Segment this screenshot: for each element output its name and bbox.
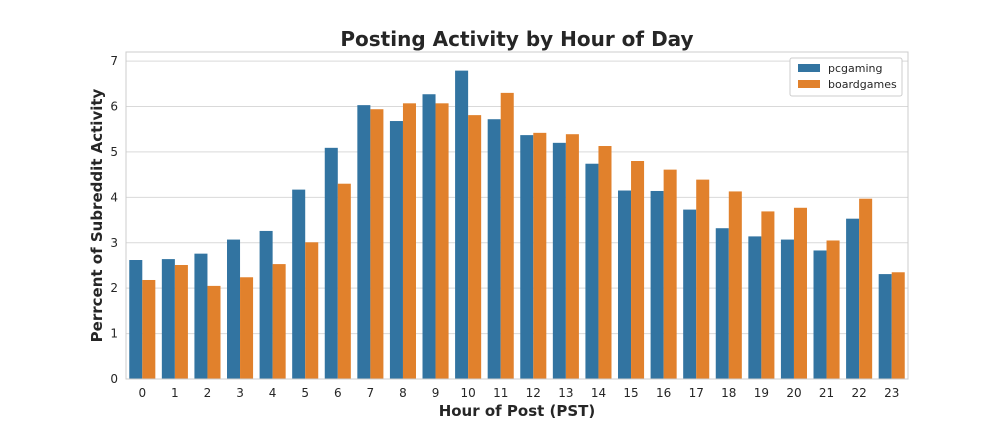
x-tick-label: 2 bbox=[204, 386, 212, 400]
bar-pcgaming bbox=[618, 190, 632, 379]
x-tick-label: 4 bbox=[269, 386, 277, 400]
bar-pcgaming bbox=[878, 274, 892, 379]
x-ticks: 0 1 2 3 4 5 6 7 8 9 10 11 12 13 14 15 16 17 18 19 20 21 22 23 bbox=[138, 386, 899, 400]
y-tick-label: 6 bbox=[110, 100, 118, 114]
bar-boardgames bbox=[631, 161, 645, 379]
x-tick-label: 8 bbox=[399, 386, 407, 400]
bar-pcgaming bbox=[227, 239, 241, 379]
x-tick-label: 13 bbox=[558, 386, 573, 400]
x-tick-label: 17 bbox=[689, 386, 704, 400]
x-tick-label: 21 bbox=[819, 386, 834, 400]
x-tick-label: 3 bbox=[236, 386, 244, 400]
bar-boardgames bbox=[793, 207, 807, 379]
chart-title: Posting Activity by Hour of Day bbox=[340, 27, 693, 51]
y-tick-label: 2 bbox=[110, 281, 118, 295]
legend-swatch bbox=[798, 80, 820, 88]
x-tick-label: 6 bbox=[334, 386, 342, 400]
bar-pcgaming bbox=[129, 260, 143, 379]
legend-label: pcgaming bbox=[828, 62, 882, 75]
bar-boardgames bbox=[598, 146, 612, 379]
x-axis-label: Hour of Post (PST) bbox=[439, 402, 596, 420]
y-tick-label: 0 bbox=[110, 372, 118, 386]
bar-pcgaming bbox=[487, 119, 501, 379]
y-ticks: 0 1 2 3 4 5 6 7 bbox=[110, 54, 118, 386]
bar-boardgames bbox=[468, 115, 482, 380]
bar-boardgames bbox=[402, 103, 416, 379]
y-tick-label: 3 bbox=[110, 236, 118, 250]
bar-pcgaming bbox=[259, 230, 273, 379]
bar-pcgaming bbox=[357, 105, 371, 379]
bar-boardgames bbox=[761, 211, 775, 379]
bar-boardgames bbox=[272, 264, 286, 379]
bar-boardgames bbox=[728, 191, 742, 379]
bar-pcgaming bbox=[455, 70, 469, 379]
bar-boardgames bbox=[435, 103, 449, 379]
bar-pcgaming bbox=[292, 189, 306, 379]
bar-boardgames bbox=[240, 277, 254, 379]
bar-boardgames bbox=[337, 183, 351, 379]
bar-pcgaming bbox=[748, 236, 762, 379]
bar-boardgames bbox=[207, 285, 221, 379]
bar-boardgames bbox=[891, 272, 905, 379]
bars bbox=[129, 70, 905, 380]
bar-boardgames bbox=[826, 240, 840, 379]
legend-swatch bbox=[798, 64, 820, 72]
y-tick-label: 5 bbox=[110, 145, 118, 159]
bar-pcgaming bbox=[715, 228, 729, 379]
x-tick-label: 23 bbox=[884, 386, 899, 400]
y-tick-label: 7 bbox=[110, 54, 118, 68]
x-tick-label: 20 bbox=[786, 386, 801, 400]
bar-pcgaming bbox=[813, 250, 827, 379]
grid bbox=[126, 60, 908, 380]
bar-pcgaming bbox=[520, 135, 534, 379]
bar-pcgaming bbox=[846, 218, 860, 379]
bar-boardgames bbox=[533, 132, 547, 379]
x-tick-label: 9 bbox=[432, 386, 440, 400]
legend-label: boardgames bbox=[828, 78, 897, 91]
bar-boardgames bbox=[370, 109, 384, 379]
bar-boardgames bbox=[663, 169, 677, 379]
x-tick-label: 22 bbox=[851, 386, 866, 400]
x-tick-label: 16 bbox=[656, 386, 671, 400]
bar-boardgames bbox=[565, 134, 579, 379]
y-axis-label: Perrcent of Subreddit Activity bbox=[88, 88, 106, 342]
bar-pcgaming bbox=[389, 121, 403, 380]
x-tick-label: 19 bbox=[754, 386, 769, 400]
x-tick-label: 5 bbox=[301, 386, 309, 400]
x-tick-label: 10 bbox=[460, 386, 475, 400]
bar-pcgaming bbox=[161, 259, 175, 379]
y-tick-label: 4 bbox=[110, 190, 118, 204]
plot-frame bbox=[125, 51, 909, 380]
x-tick-label: 12 bbox=[526, 386, 541, 400]
bar-pcgaming bbox=[780, 239, 794, 379]
bar-pcgaming bbox=[422, 94, 436, 380]
bar-boardgames bbox=[174, 265, 188, 379]
bar-boardgames bbox=[696, 179, 710, 379]
bar-pcgaming bbox=[324, 147, 338, 379]
x-tick-label: 11 bbox=[493, 386, 508, 400]
y-tick-label: 1 bbox=[110, 327, 118, 341]
x-tick-label: 1 bbox=[171, 386, 179, 400]
x-tick-label: 7 bbox=[367, 386, 375, 400]
bar-pcgaming bbox=[683, 209, 697, 379]
bar-pcgaming bbox=[194, 253, 208, 379]
bar-pcgaming bbox=[585, 163, 599, 379]
bar-boardgames bbox=[859, 198, 873, 379]
x-tick-label: 0 bbox=[138, 386, 146, 400]
bar-pcgaming bbox=[650, 190, 664, 379]
bar-pcgaming bbox=[552, 142, 566, 379]
bar-boardgames bbox=[142, 279, 156, 379]
x-tick-label: 14 bbox=[591, 386, 606, 400]
legend: pcgaming boardgames bbox=[789, 57, 903, 97]
x-tick-label: 15 bbox=[623, 386, 638, 400]
bar-boardgames bbox=[305, 242, 319, 379]
x-tick-label: 18 bbox=[721, 386, 736, 400]
bar-boardgames bbox=[500, 92, 514, 379]
